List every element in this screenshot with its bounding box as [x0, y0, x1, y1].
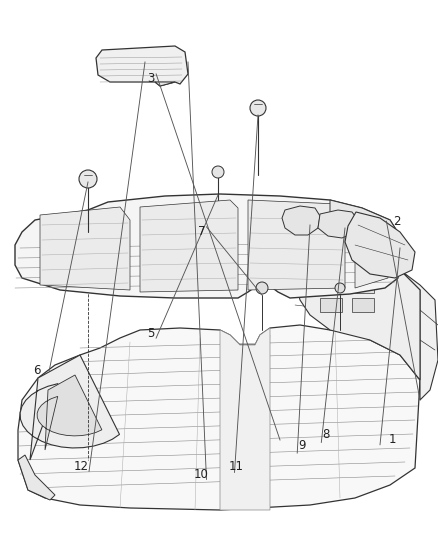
Polygon shape	[15, 194, 400, 298]
Polygon shape	[282, 206, 320, 235]
Polygon shape	[400, 270, 438, 400]
Text: 6: 6	[33, 364, 41, 377]
Text: 1: 1	[388, 433, 396, 446]
Polygon shape	[355, 208, 388, 288]
Text: 7: 7	[198, 225, 205, 238]
Text: 2: 2	[392, 215, 400, 228]
Text: 10: 10	[194, 468, 209, 481]
Text: 8: 8	[323, 428, 330, 441]
Polygon shape	[40, 207, 130, 290]
Text: 9: 9	[298, 439, 306, 451]
Polygon shape	[318, 210, 358, 238]
Polygon shape	[155, 82, 175, 86]
Text: 5: 5	[148, 327, 155, 340]
Bar	[352, 275, 374, 293]
Circle shape	[256, 282, 268, 294]
Polygon shape	[18, 455, 55, 500]
Text: 12: 12	[74, 460, 88, 473]
Bar	[320, 298, 342, 312]
Circle shape	[79, 170, 97, 188]
Text: 11: 11	[229, 460, 244, 473]
Polygon shape	[330, 200, 400, 252]
Circle shape	[335, 283, 345, 293]
Polygon shape	[96, 46, 188, 86]
Polygon shape	[248, 200, 345, 290]
Polygon shape	[140, 200, 238, 292]
Polygon shape	[295, 255, 420, 380]
Polygon shape	[37, 375, 102, 450]
Polygon shape	[220, 328, 270, 510]
Circle shape	[212, 166, 224, 178]
Circle shape	[250, 100, 266, 116]
Text: 3: 3	[148, 72, 155, 85]
Polygon shape	[18, 325, 420, 510]
Bar	[352, 298, 374, 312]
Bar	[320, 275, 342, 293]
Polygon shape	[345, 212, 415, 278]
Polygon shape	[20, 355, 120, 460]
